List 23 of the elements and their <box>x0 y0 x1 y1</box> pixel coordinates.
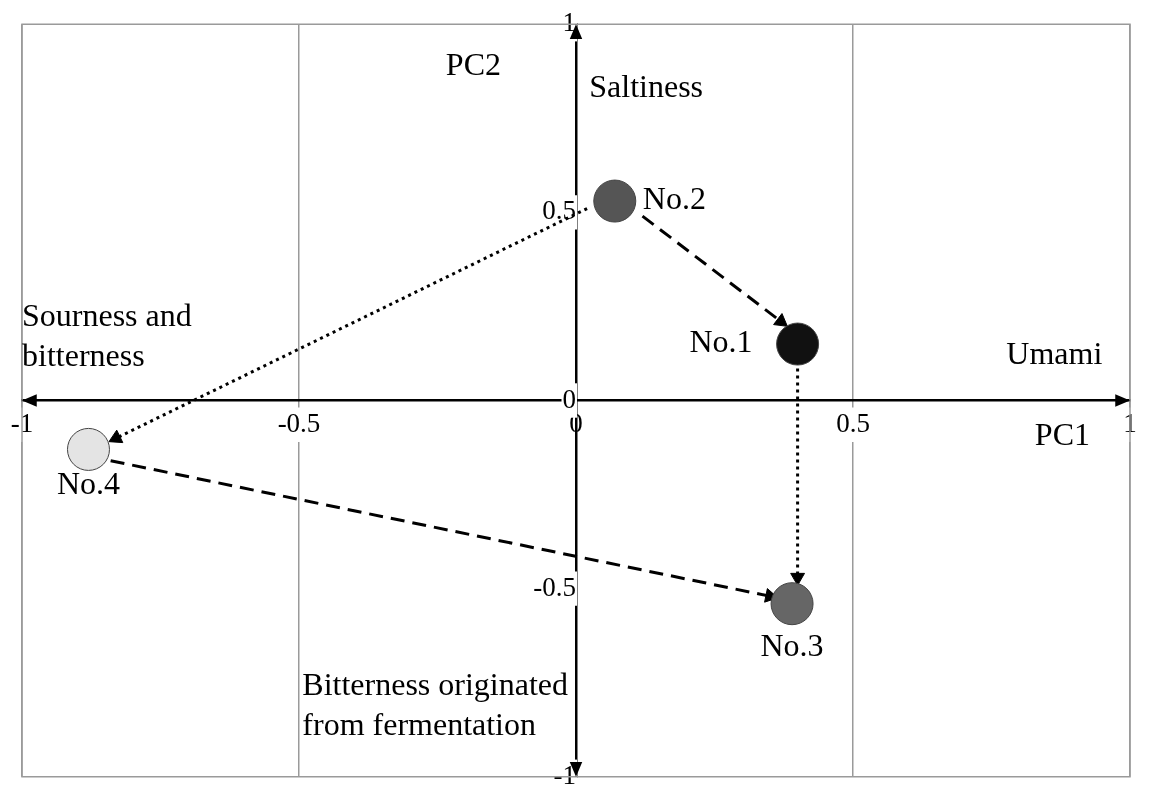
y-tick-label: 0.5 <box>542 195 576 226</box>
annotation: Saltiness <box>589 67 704 104</box>
annotation: Sourness and bitterness <box>22 297 192 374</box>
annotation: Umami <box>1006 334 1103 371</box>
point <box>66 427 110 471</box>
y-tick-label: 0 <box>562 383 576 414</box>
y-tick-label: -1 <box>553 759 576 790</box>
x-tick-label: -1 <box>10 407 34 438</box>
annotation: No.2 <box>642 180 706 217</box>
x-tick-label: 1 <box>1123 407 1137 438</box>
point <box>770 582 814 626</box>
x-tick-label: -0.5 <box>277 407 321 438</box>
y-tick-label: 1 <box>562 7 576 38</box>
x-tick-label: 0.5 <box>836 407 870 438</box>
y-axis-title: PC2 <box>445 45 501 82</box>
x-axis-title: PC1 <box>1034 415 1090 452</box>
annotation: No.4 <box>56 464 121 501</box>
annotation: Bitterness originated from fermentation <box>302 665 569 742</box>
annotation: No.3 <box>760 627 824 664</box>
point <box>593 179 637 223</box>
y-tick-label: -0.5 <box>533 571 576 602</box>
annotation: No.1 <box>689 323 753 360</box>
point <box>776 322 820 366</box>
